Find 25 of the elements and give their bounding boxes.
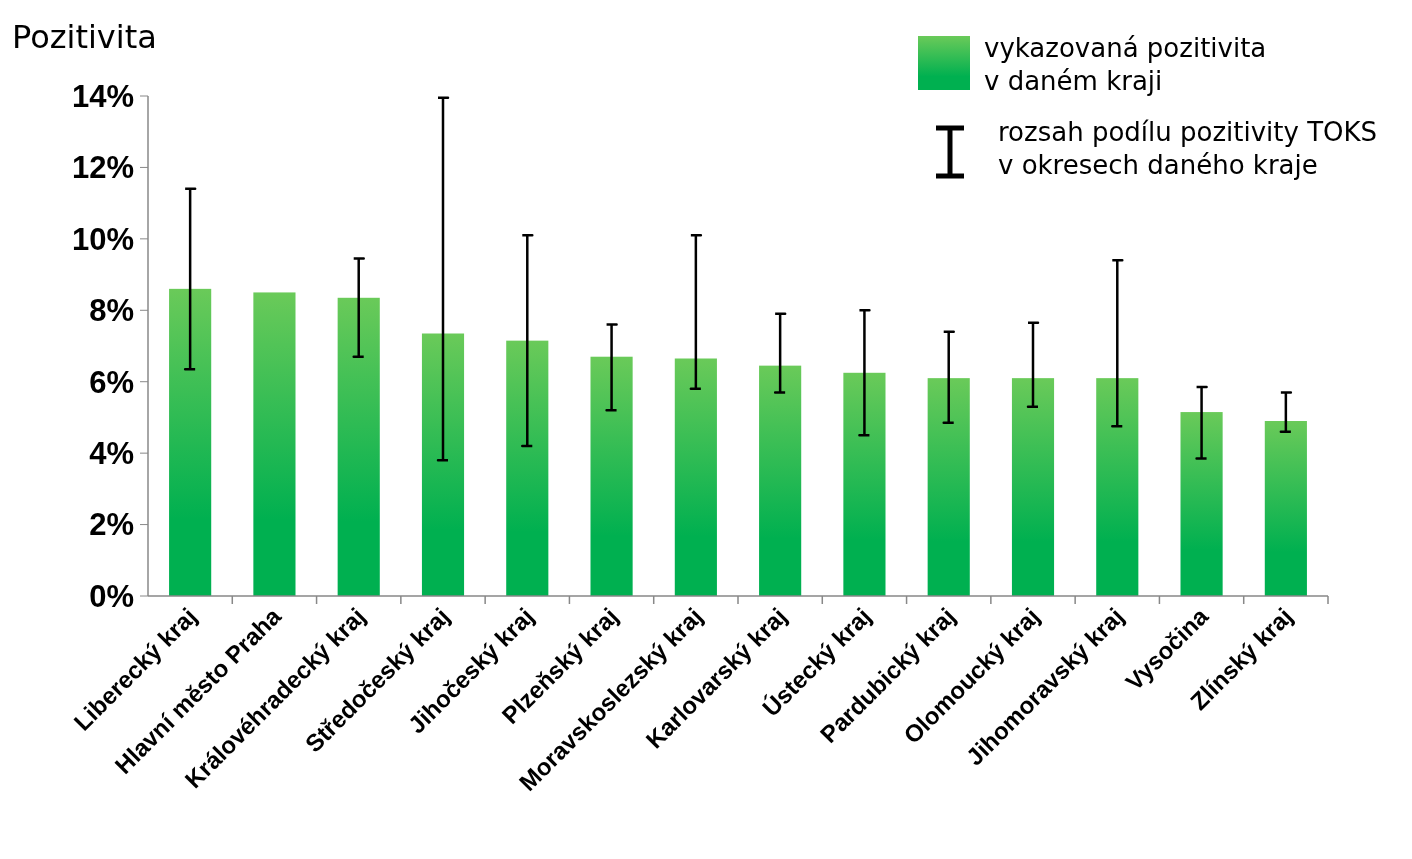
bar (506, 340, 549, 596)
y-tick-label: 2% (89, 507, 134, 543)
bar (421, 333, 465, 596)
bar (843, 372, 886, 596)
bar (674, 358, 717, 596)
y-tick-label: 0% (89, 578, 134, 614)
bar (1180, 412, 1223, 596)
bar (169, 288, 212, 596)
bar (253, 292, 296, 596)
bar (1264, 421, 1307, 596)
y-tick-label: 8% (89, 293, 134, 329)
y-tick-label: 10% (71, 221, 134, 257)
annotation: rozsah podílu pozitivity TOKS v okresech daného kraje (998, 117, 1378, 180)
y-tick-label: 6% (89, 364, 134, 400)
bar (927, 378, 970, 596)
y-tick-label: 12% (71, 150, 134, 186)
bar (590, 356, 633, 596)
y-tick-label: 14% (71, 78, 134, 114)
bar (1011, 378, 1055, 596)
bar (1096, 378, 1139, 596)
y-tick-label: 4% (89, 435, 134, 471)
bar (337, 297, 380, 596)
bar (759, 365, 802, 596)
y-axis-title: Pozitivita (12, 18, 157, 56)
legend-label: vykazovaná pozitivita v daném kraji (984, 33, 1267, 96)
